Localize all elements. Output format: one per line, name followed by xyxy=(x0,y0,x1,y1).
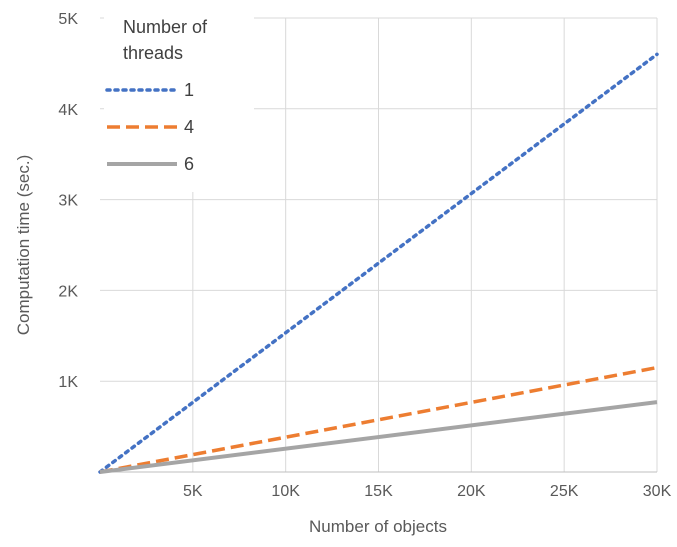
legend-items: 1 4 6 xyxy=(105,80,194,174)
y-axis-ticks: 1K 2K 3K 4K 5K xyxy=(58,11,78,391)
x-axis-ticks: 5K 10K 15K 20K 25K 30K xyxy=(183,483,672,500)
series-line-1 xyxy=(98,52,659,474)
x-tick-label: 10K xyxy=(271,483,300,500)
legend-title-line-2: threads xyxy=(123,43,183,63)
x-tick-label: 5K xyxy=(183,483,203,500)
y-tick-label: 4K xyxy=(58,102,78,119)
legend: Number of threads 1 4 6 xyxy=(104,12,254,192)
y-tick-label: 5K xyxy=(58,11,78,28)
legend-title-line-1: Number of xyxy=(123,17,208,37)
y-tick-label: 3K xyxy=(58,193,78,210)
series-line-6 xyxy=(99,400,658,474)
y-axis-title: Computation time (sec.) xyxy=(14,155,33,335)
y-tick-label: 2K xyxy=(58,283,78,300)
legend-label-1: 1 xyxy=(184,80,194,100)
x-axis-title: Number of objects xyxy=(309,517,447,536)
x-tick-label: 20K xyxy=(457,483,486,500)
x-tick-label: 30K xyxy=(643,483,672,500)
y-tick-label: 1K xyxy=(58,374,78,391)
legend-label-6: 6 xyxy=(184,154,194,174)
legend-label-4: 4 xyxy=(184,117,194,137)
series-lines xyxy=(98,52,659,474)
x-tick-label: 15K xyxy=(364,483,393,500)
x-tick-label: 25K xyxy=(550,483,579,500)
